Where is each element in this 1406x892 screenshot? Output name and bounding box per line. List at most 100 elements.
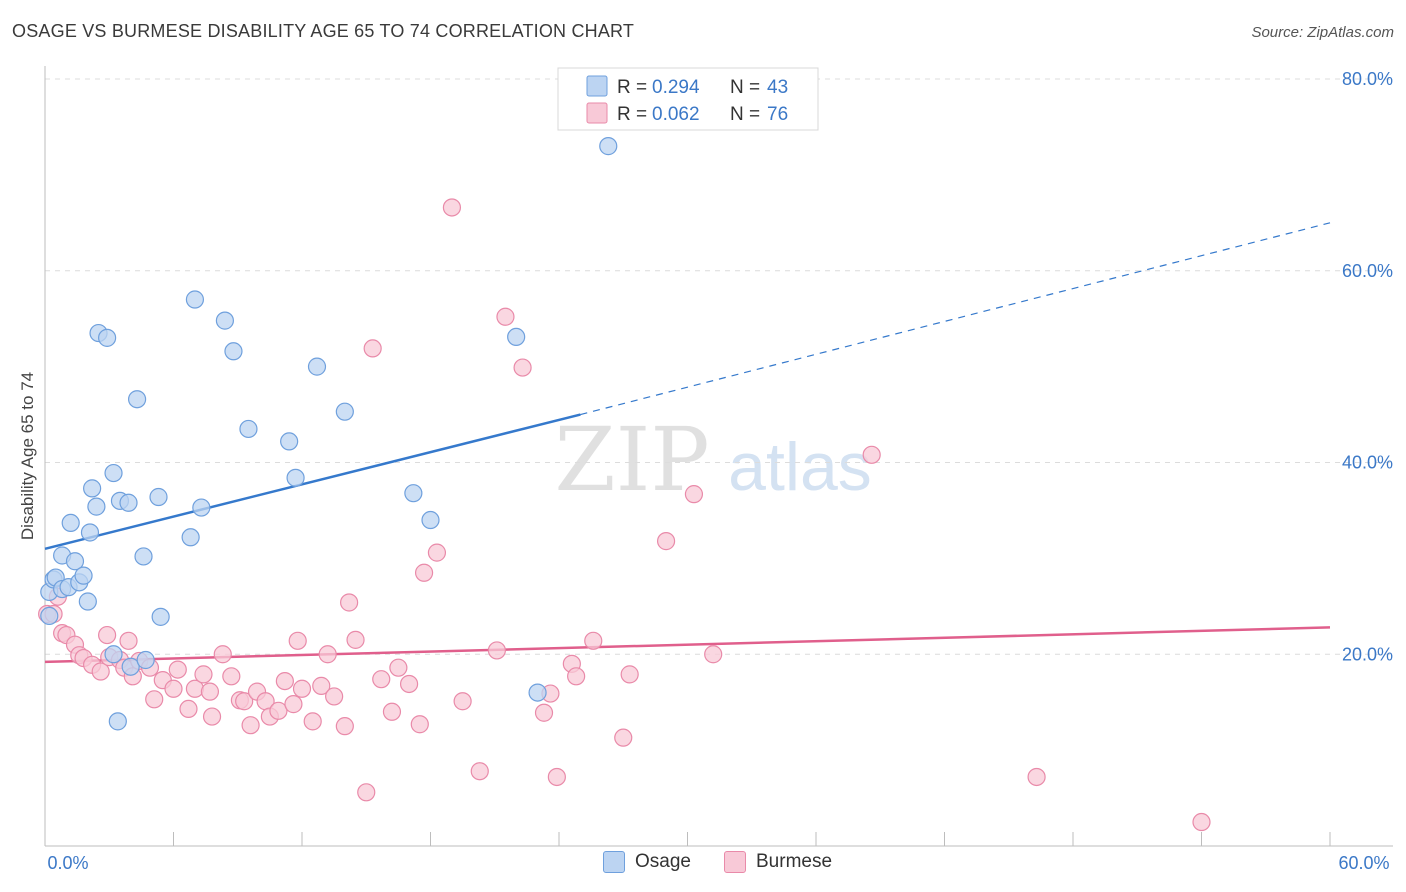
chart-title: OSAGE VS BURMESE DISABILITY AGE 65 TO 74… (12, 21, 635, 41)
point-burmese-53 (410, 715, 429, 734)
point-burmese-45 (340, 593, 359, 612)
points-burmese (38, 198, 1211, 832)
stats-osage-n-value: 43 (767, 77, 788, 98)
point-burmese-47 (357, 783, 376, 802)
point-burmese-62 (534, 703, 554, 722)
point-osage-36 (307, 357, 327, 376)
point-burmese-60 (496, 307, 515, 326)
point-burmese-18 (145, 690, 164, 709)
stats-osage-n-label: N = (730, 77, 760, 98)
points-osage (40, 137, 618, 731)
legend-swatch-osage (603, 851, 625, 873)
y-tick-label-1: 60.0% (1342, 261, 1393, 281)
point-burmese-31 (241, 716, 260, 735)
point-burmese-66 (567, 667, 586, 686)
point-burmese-74 (1027, 767, 1046, 787)
point-osage-29 (185, 290, 205, 309)
stats-burmese-n-value: 76 (767, 104, 788, 125)
trend-burmese (44, 626, 1331, 664)
point-burmese-59 (487, 641, 506, 660)
point-burmese-71 (684, 485, 704, 504)
point-burmese-44 (335, 717, 354, 736)
point-osage-34 (280, 432, 299, 451)
trend-line-burmese (44, 626, 1331, 664)
point-burmese-50 (382, 702, 402, 721)
point-osage-18 (104, 645, 123, 664)
point-burmese-48 (363, 339, 382, 358)
point-burmese-26 (202, 707, 222, 726)
point-osage-0 (40, 606, 59, 626)
point-osage-19 (108, 712, 127, 731)
point-osage-13 (83, 479, 102, 498)
point-osage-40 (507, 327, 526, 347)
point-burmese-14 (119, 631, 138, 650)
point-osage-24 (134, 547, 153, 566)
axes (44, 66, 1393, 847)
point-osage-12 (80, 523, 100, 542)
watermark-atlas: atlas (728, 429, 872, 505)
trend-osage (44, 222, 1331, 550)
point-osage-33 (239, 419, 258, 439)
point-burmese-28 (222, 667, 241, 686)
legend-item-osage[interactable]: Osage (603, 851, 691, 873)
point-burmese-55 (427, 543, 447, 562)
stats-burmese-r-value: 0.062 (652, 104, 700, 125)
point-osage-10 (74, 566, 93, 585)
grid (45, 78, 1393, 655)
point-burmese-61 (513, 358, 532, 377)
point-osage-8 (65, 552, 85, 571)
point-osage-26 (149, 487, 168, 507)
point-burmese-30 (235, 692, 254, 711)
point-burmese-9 (91, 662, 110, 681)
y-tick-label-2: 40.0% (1342, 453, 1393, 473)
stats-swatch-burmese (586, 102, 608, 124)
point-burmese-37 (284, 695, 303, 714)
point-burmese-39 (292, 679, 312, 698)
point-burmese-22 (179, 699, 198, 718)
y-tick-label-3: 20.0% (1342, 644, 1393, 664)
point-osage-17 (104, 463, 123, 483)
point-burmese-24 (194, 665, 213, 684)
point-osage-22 (121, 657, 140, 676)
watermark: ZIP atlas (554, 408, 871, 511)
point-burmese-58 (470, 762, 489, 781)
point-osage-35 (286, 468, 305, 487)
stats-burmese-r-label: R = (617, 104, 647, 125)
point-osage-7 (61, 513, 80, 533)
point-osage-16 (98, 328, 117, 347)
point-burmese-20 (164, 679, 183, 698)
point-burmese-54 (414, 563, 434, 582)
y-tick-label-0: 80.0% (1342, 69, 1393, 89)
point-osage-31 (215, 311, 234, 330)
legend-swatch-burmese (724, 851, 746, 873)
watermark-zip: ZIP (554, 408, 709, 511)
point-osage-38 (404, 484, 423, 503)
stats-osage-r-label: R = (617, 77, 647, 98)
point-burmese-42 (318, 645, 337, 664)
point-burmese-36 (275, 671, 294, 691)
trend-line-osage-extension (580, 222, 1331, 416)
legend-label-burmese: Burmese (756, 851, 833, 872)
point-burmese-51 (389, 658, 408, 677)
point-osage-30 (192, 498, 211, 517)
point-osage-41 (528, 683, 547, 702)
point-burmese-21 (168, 660, 187, 679)
point-burmese-10 (98, 625, 117, 645)
series-legend: Osage Burmese (0, 851, 1406, 879)
point-osage-14 (87, 497, 106, 516)
point-osage-39 (421, 510, 440, 530)
point-osage-27 (151, 607, 170, 626)
point-burmese-41 (312, 676, 331, 695)
point-burmese-57 (453, 692, 472, 711)
point-osage-32 (224, 342, 243, 361)
legend-item-burmese[interactable]: Burmese (724, 851, 832, 873)
point-burmese-70 (656, 532, 676, 551)
point-burmese-43 (325, 687, 344, 706)
point-burmese-35 (269, 701, 288, 720)
stats-swatch-osage (586, 75, 608, 97)
legend-label-osage: Osage (635, 851, 691, 872)
stats-osage-r-value: 0.294 (652, 77, 700, 98)
x-tick-label-left: 0.0% (47, 853, 88, 873)
point-burmese-25 (200, 682, 220, 701)
